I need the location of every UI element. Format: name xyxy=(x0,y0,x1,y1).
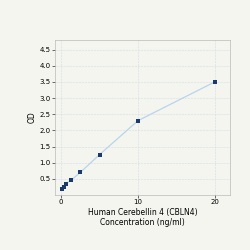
Point xyxy=(60,187,64,191)
Point xyxy=(62,185,66,189)
Point xyxy=(98,153,102,157)
Point xyxy=(78,170,82,174)
Point xyxy=(136,119,140,123)
Point xyxy=(60,187,64,191)
Point xyxy=(213,80,217,84)
X-axis label: Human Cerebellin 4 (CBLN4)
Concentration (ng/ml): Human Cerebellin 4 (CBLN4) Concentration… xyxy=(88,208,197,227)
Point xyxy=(69,178,73,182)
Point xyxy=(64,182,68,186)
Y-axis label: OD: OD xyxy=(28,112,37,123)
